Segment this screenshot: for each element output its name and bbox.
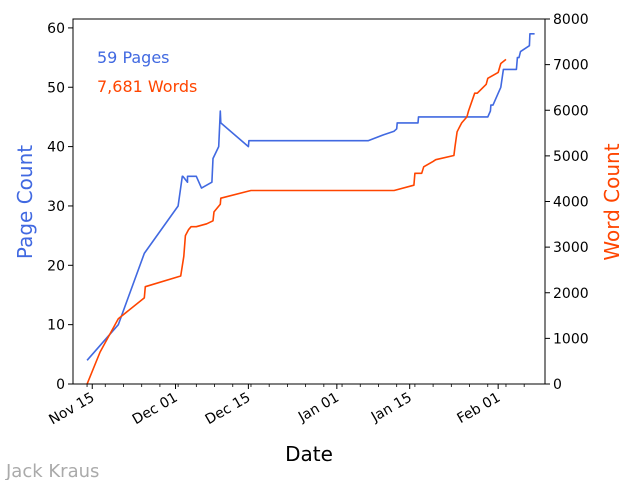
y-left-tick-label: 10 xyxy=(47,318,65,334)
plot-frame xyxy=(72,18,546,385)
y-left-tick-label: 20 xyxy=(47,258,65,274)
y-left-tick-label: 50 xyxy=(47,80,65,96)
author-watermark: Jack Kraus xyxy=(5,461,99,480)
y-right-tick-label: 1000 xyxy=(553,331,589,347)
x-tick-label: Feb 01 xyxy=(454,390,503,427)
pages-annotation: 59 Pages xyxy=(97,48,170,67)
series-line-words xyxy=(86,58,507,385)
x-tick-label: Dec 15 xyxy=(203,390,254,429)
y-right-tick-label: 2000 xyxy=(553,286,589,302)
y-right-tick-label: 7000 xyxy=(553,58,589,74)
y-right-tick-label: 6000 xyxy=(553,103,589,119)
x-tick-label: Jan 15 xyxy=(368,390,415,426)
y-axis-right-title: Word Count xyxy=(600,143,624,260)
x-axis-title: Date xyxy=(285,442,333,466)
axes-layer: 0 10 20 30 40 50 60 0 1000 2000 3000 4000 5000 6000 70… xyxy=(46,12,588,428)
series-line-pages xyxy=(86,32,535,361)
y-left-tick-label: 0 xyxy=(56,377,65,393)
x-tick-label: Jan 01 xyxy=(295,390,342,426)
x-tick-label: Dec 01 xyxy=(130,390,181,429)
x-tick-label: Nov 15 xyxy=(46,390,97,429)
y-left-tick-label: 60 xyxy=(47,21,65,37)
y-right-tick-label: 8000 xyxy=(553,12,589,28)
y-right-tick-label: 4000 xyxy=(553,195,589,211)
y-right-tick-label: 0 xyxy=(553,377,562,393)
y-left-tick-label: 40 xyxy=(47,140,65,156)
series-layer xyxy=(86,32,535,385)
y-right-tick-label: 5000 xyxy=(553,149,589,165)
y-left-tick-label: 30 xyxy=(47,199,65,215)
y-right-tick-label: 3000 xyxy=(553,240,589,256)
words-annotation: 7,681 Words xyxy=(97,77,197,96)
y-axis-left-title: Page Count xyxy=(13,145,37,259)
